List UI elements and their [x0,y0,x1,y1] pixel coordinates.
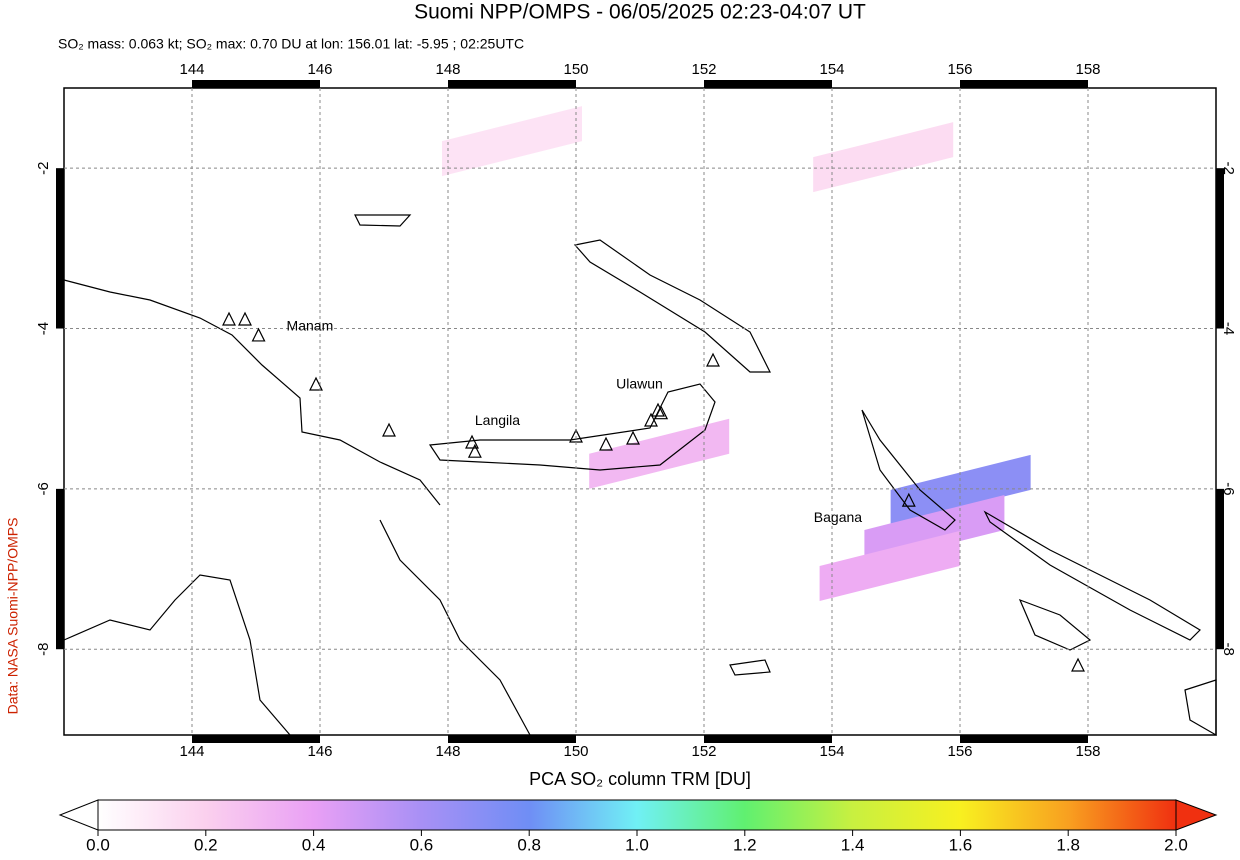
volcano-label: Ulawun [616,375,663,391]
coastline [983,510,1201,641]
subtitle: SO₂ mass: 0.063 kt; SO₂ max: 0.70 DU at … [58,36,524,52]
coastline [861,409,956,531]
coastline [729,659,771,676]
credit: Data: NASA Suomi-NPP/OMPS [5,518,21,715]
frame-band [56,488,64,650]
colorbar-over [1175,799,1218,831]
so2-cell [442,106,582,177]
colorbar-tick-label: 0.8 [517,835,541,854]
x-tick-label: 158 [1075,743,1100,760]
volcano-label: Langila [475,412,520,428]
frame-band [704,80,832,88]
x-tick-label: 144 [179,61,204,78]
so2-cell [589,418,730,489]
coastline [1184,679,1217,737]
colorbar [97,799,1177,831]
x-tick-label: 152 [691,61,716,78]
colorbar-label: PCA SO₂ column TRM [DU] [529,769,751,789]
y-tick-label: -2 [1220,162,1237,175]
volcano [467,443,482,458]
x-tick-label: 148 [435,61,460,78]
colorbar-tick-label: 1.8 [1056,835,1080,854]
frame-band [56,168,64,329]
x-tick-label: 156 [947,743,972,760]
x-tick-label: 152 [691,743,716,760]
colorbar-tick-label: 2.0 [1164,835,1188,854]
x-tick-label: 146 [307,61,332,78]
coastline [63,574,291,736]
y-tick-label: -8 [1220,643,1237,656]
x-tick-label: 148 [435,743,460,760]
frame-band [960,80,1088,88]
map-frame [63,87,1217,736]
colorbar-tick-label: 0.2 [194,835,218,854]
coastline [354,214,412,227]
colorbar-tick-label: 1.4 [841,835,865,854]
frame-band [192,80,320,88]
x-tick-label: 144 [179,743,204,760]
frame-band [1216,488,1224,650]
volcano-label: Bagana [814,509,862,525]
colorbar-under [58,799,99,831]
x-tick-label: 146 [307,743,332,760]
colorbar-tick-label: 0.6 [410,835,434,854]
title: Suomi NPP/OMPS - 06/05/2025 02:23-04:07 … [414,1,866,24]
colorbar-tick-label: 1.6 [949,835,973,854]
frame-band [1216,168,1224,329]
coastline [63,279,441,506]
x-tick-label: 150 [563,61,588,78]
x-tick-label: 154 [819,743,844,760]
x-tick-label: 156 [947,61,972,78]
frame-band [192,735,320,743]
y-tick-label: -4 [35,322,52,335]
coastline [1018,598,1092,651]
x-tick-label: 158 [1075,61,1100,78]
so2-cell [813,122,954,193]
so2-cell [890,454,1031,525]
frame-band [448,735,576,743]
volcano [251,327,266,342]
y-tick-label: -4 [1220,322,1237,335]
x-tick-label: 150 [563,743,588,760]
frame-band [960,735,1088,743]
colorbar-tick-label: 1.2 [733,835,757,854]
y-tick-label: -6 [1220,482,1237,495]
frame-band [448,80,576,88]
border [379,519,531,736]
coastline [573,239,771,373]
coastline [428,383,716,471]
x-tick-label: 154 [819,61,844,78]
volcano [654,405,669,420]
y-tick-label: -2 [35,162,52,175]
colorbar-tick-label: 1.0 [625,835,649,854]
y-tick-label: -6 [35,482,52,495]
volcano-label: Manam [287,318,334,334]
volcano [901,492,916,507]
y-tick-label: -8 [35,643,52,656]
so2-cell [819,531,960,602]
colorbar-tick-label: 0.4 [302,835,326,854]
colorbar-tick-label: 0.0 [86,835,110,854]
frame-band [704,735,832,743]
